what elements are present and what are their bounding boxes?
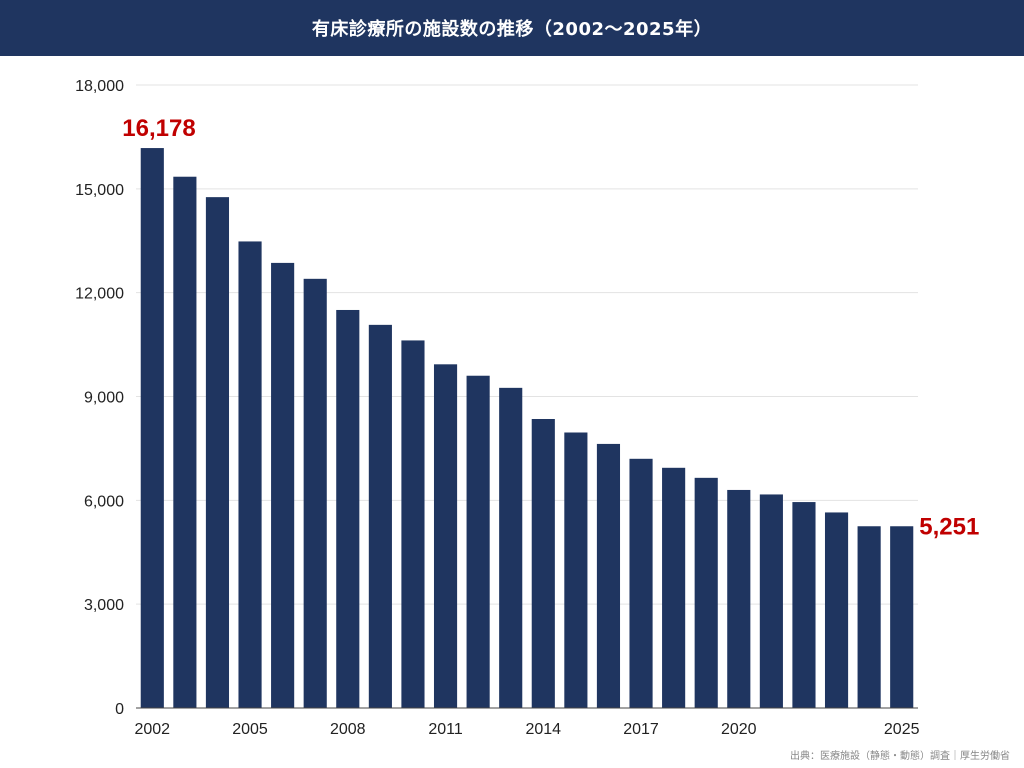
bar	[499, 387, 523, 708]
bar	[303, 278, 327, 708]
bar	[205, 197, 230, 708]
x-tick-label: 2005	[232, 721, 268, 738]
bar	[336, 309, 360, 708]
bar	[662, 467, 686, 708]
y-tick-label: 15,000	[75, 182, 124, 199]
x-tick-label: 2011	[428, 721, 463, 738]
y-axis-tick-labels: 0 3,000 6,000 9,000 12,000 15,000 18,000	[75, 78, 124, 718]
bar	[368, 324, 392, 708]
bar	[596, 443, 621, 708]
y-tick-label: 9,000	[84, 390, 124, 407]
bar	[857, 526, 881, 708]
bar	[564, 432, 588, 708]
source-note: 出典：医療施設（静態・動態）調査｜厚生労働省	[790, 751, 1010, 762]
bar	[694, 477, 718, 708]
y-tick-label: 12,000	[75, 286, 124, 303]
bar	[466, 375, 490, 708]
bar	[792, 502, 816, 708]
bar	[238, 241, 262, 709]
gridlines	[136, 84, 918, 709]
data-label: 16,178	[122, 115, 195, 142]
bar	[173, 176, 197, 708]
data-labels: 16,178 5,251	[122, 115, 979, 540]
data-label: 5,251	[919, 513, 979, 540]
x-tick-label: 2025	[884, 721, 920, 738]
x-tick-label: 2008	[330, 721, 366, 738]
bar	[824, 512, 849, 708]
bar	[890, 526, 914, 708]
y-tick-label: 0	[115, 701, 124, 718]
bar	[401, 340, 425, 708]
x-axis-tick-labels: 2002 2005 2008 2011 2014 2017 2020 2025	[134, 721, 919, 738]
chart-title: 有床診療所の施設数の推移（2002〜2025年）	[0, 0, 1024, 56]
x-tick-label: 2017	[623, 721, 659, 738]
x-tick-label: 2014	[525, 721, 561, 738]
bar	[271, 262, 295, 708]
x-tick-label: 2002	[134, 721, 170, 738]
x-tick-label: 2020	[721, 721, 757, 738]
bar	[531, 418, 555, 708]
bar	[629, 458, 653, 708]
bars	[140, 148, 914, 709]
bar	[140, 148, 164, 708]
bar	[433, 364, 458, 708]
bar	[759, 494, 783, 708]
y-tick-label: 6,000	[84, 493, 124, 510]
y-tick-label: 3,000	[84, 597, 124, 614]
bar	[727, 489, 751, 708]
y-tick-label: 18,000	[75, 78, 124, 95]
